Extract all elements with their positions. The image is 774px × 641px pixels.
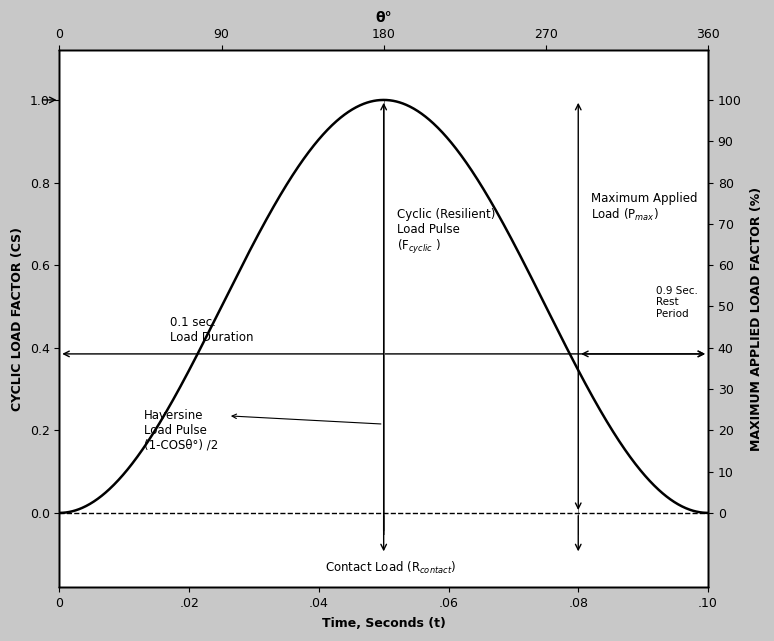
Text: 0.1 sec.
Load Duration: 0.1 sec. Load Duration xyxy=(170,315,253,344)
Text: Maximum Applied
Load (P$_{max}$): Maximum Applied Load (P$_{max}$) xyxy=(591,192,697,223)
Text: Contact Load (R$_{contact}$): Contact Load (R$_{contact}$) xyxy=(324,560,456,576)
X-axis label: θ°: θ° xyxy=(375,11,392,25)
Text: 0.9 Sec.
Rest
Period: 0.9 Sec. Rest Period xyxy=(656,286,698,319)
Y-axis label: CYCLIC LOAD FACTOR (CS): CYCLIC LOAD FACTOR (CS) xyxy=(11,227,24,411)
Text: Haversine
Load Pulse
(1-COSθ°) /2: Haversine Load Pulse (1-COSθ°) /2 xyxy=(144,409,218,452)
Text: Cyclic (Resilient)
Load Pulse
(F$_{cyclic}$ ): Cyclic (Resilient) Load Pulse (F$_{cycli… xyxy=(396,208,495,256)
Y-axis label: MAXIMUM APPLIED LOAD FACTOR (%): MAXIMUM APPLIED LOAD FACTOR (%) xyxy=(750,187,763,451)
X-axis label: Time, Seconds (t): Time, Seconds (t) xyxy=(322,617,446,630)
